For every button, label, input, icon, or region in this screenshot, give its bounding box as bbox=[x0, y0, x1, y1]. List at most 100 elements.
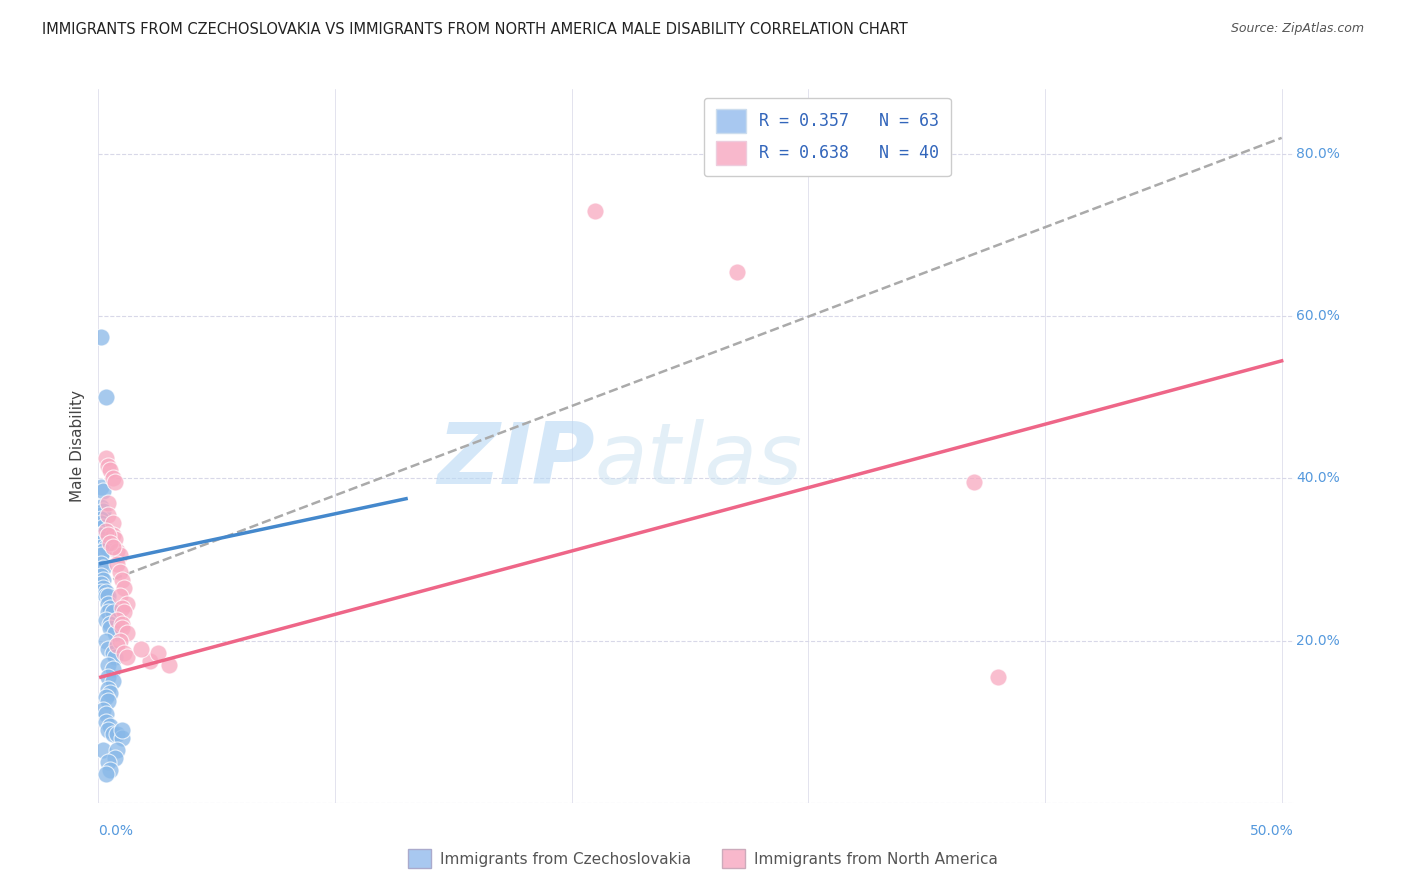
Point bbox=[91, 702, 114, 716]
Point bbox=[94, 714, 117, 729]
Point bbox=[90, 329, 112, 343]
Point bbox=[101, 727, 124, 741]
Point bbox=[89, 536, 111, 550]
Point bbox=[114, 581, 136, 595]
Point bbox=[94, 589, 117, 603]
Text: 40.0%: 40.0% bbox=[1296, 472, 1340, 485]
Point bbox=[725, 265, 748, 279]
Point bbox=[90, 479, 112, 493]
Point bbox=[104, 751, 127, 765]
Point bbox=[105, 613, 128, 627]
Point bbox=[94, 390, 117, 404]
Point bbox=[98, 536, 121, 550]
Point bbox=[111, 601, 134, 615]
Text: 60.0%: 60.0% bbox=[1296, 310, 1340, 323]
Point bbox=[90, 500, 112, 514]
Point bbox=[97, 496, 120, 510]
Point bbox=[94, 767, 117, 781]
Text: atlas: atlas bbox=[595, 418, 803, 502]
Point bbox=[97, 723, 120, 737]
Point bbox=[108, 633, 131, 648]
Point bbox=[111, 723, 134, 737]
Point bbox=[98, 686, 121, 700]
Point bbox=[104, 649, 127, 664]
Point bbox=[98, 622, 121, 636]
Point bbox=[101, 674, 124, 689]
Point bbox=[108, 589, 131, 603]
Point bbox=[90, 577, 112, 591]
Legend: R = 0.357   N = 63, R = 0.638   N = 40: R = 0.357 N = 63, R = 0.638 N = 40 bbox=[704, 97, 950, 177]
Y-axis label: Male Disability: Male Disability bbox=[69, 390, 84, 502]
Point bbox=[94, 585, 117, 599]
Point bbox=[101, 471, 124, 485]
Point bbox=[105, 743, 128, 757]
Text: 50.0%: 50.0% bbox=[1250, 824, 1294, 838]
Point bbox=[114, 605, 136, 619]
Point bbox=[97, 657, 120, 672]
Point bbox=[97, 589, 120, 603]
Point bbox=[157, 657, 180, 672]
Point bbox=[91, 483, 114, 498]
Point bbox=[111, 731, 134, 745]
Point bbox=[583, 203, 606, 218]
Point bbox=[115, 597, 138, 611]
Point bbox=[105, 638, 128, 652]
Point bbox=[97, 670, 120, 684]
Text: 0.0%: 0.0% bbox=[98, 824, 134, 838]
Point bbox=[987, 670, 1010, 684]
Text: IMMIGRANTS FROM CZECHOSLOVAKIA VS IMMIGRANTS FROM NORTH AMERICA MALE DISABILITY : IMMIGRANTS FROM CZECHOSLOVAKIA VS IMMIGR… bbox=[42, 22, 908, 37]
Point bbox=[91, 544, 114, 558]
Point bbox=[97, 605, 120, 619]
Point bbox=[101, 605, 124, 619]
Point bbox=[146, 646, 169, 660]
Point bbox=[104, 533, 127, 547]
Point bbox=[98, 719, 121, 733]
Point bbox=[91, 560, 114, 574]
Point bbox=[89, 528, 111, 542]
Point bbox=[91, 581, 114, 595]
Point bbox=[94, 613, 117, 627]
Point bbox=[98, 463, 121, 477]
Point bbox=[97, 641, 120, 656]
Point bbox=[129, 641, 152, 656]
Point bbox=[94, 633, 117, 648]
Point bbox=[101, 541, 124, 555]
Point bbox=[98, 601, 121, 615]
Point bbox=[90, 549, 112, 563]
Point bbox=[108, 549, 131, 563]
Point bbox=[101, 646, 124, 660]
Point bbox=[91, 504, 114, 518]
Point bbox=[90, 557, 112, 571]
Point bbox=[111, 573, 134, 587]
Point bbox=[91, 573, 114, 587]
Point bbox=[115, 649, 138, 664]
Point bbox=[98, 617, 121, 632]
Text: 20.0%: 20.0% bbox=[1296, 633, 1340, 648]
Point bbox=[105, 544, 128, 558]
Point bbox=[111, 622, 134, 636]
Point bbox=[91, 533, 114, 547]
Point bbox=[114, 646, 136, 660]
Point bbox=[97, 508, 120, 522]
Point bbox=[97, 528, 120, 542]
Point bbox=[963, 475, 986, 490]
Point bbox=[90, 585, 112, 599]
Point bbox=[101, 516, 124, 530]
Point bbox=[91, 520, 114, 534]
Point bbox=[104, 625, 127, 640]
Point bbox=[90, 528, 112, 542]
Point bbox=[104, 475, 127, 490]
Point bbox=[90, 568, 112, 582]
Point bbox=[101, 528, 124, 542]
Point bbox=[97, 682, 120, 697]
Point bbox=[90, 516, 112, 530]
Point bbox=[97, 756, 120, 770]
Point bbox=[101, 662, 124, 676]
Point bbox=[115, 625, 138, 640]
Point bbox=[94, 690, 117, 705]
Point bbox=[94, 451, 117, 466]
Point bbox=[91, 743, 114, 757]
Point bbox=[139, 654, 162, 668]
Point bbox=[90, 508, 112, 522]
Legend: Immigrants from Czechoslovakia, Immigrants from North America: Immigrants from Czechoslovakia, Immigran… bbox=[401, 841, 1005, 875]
